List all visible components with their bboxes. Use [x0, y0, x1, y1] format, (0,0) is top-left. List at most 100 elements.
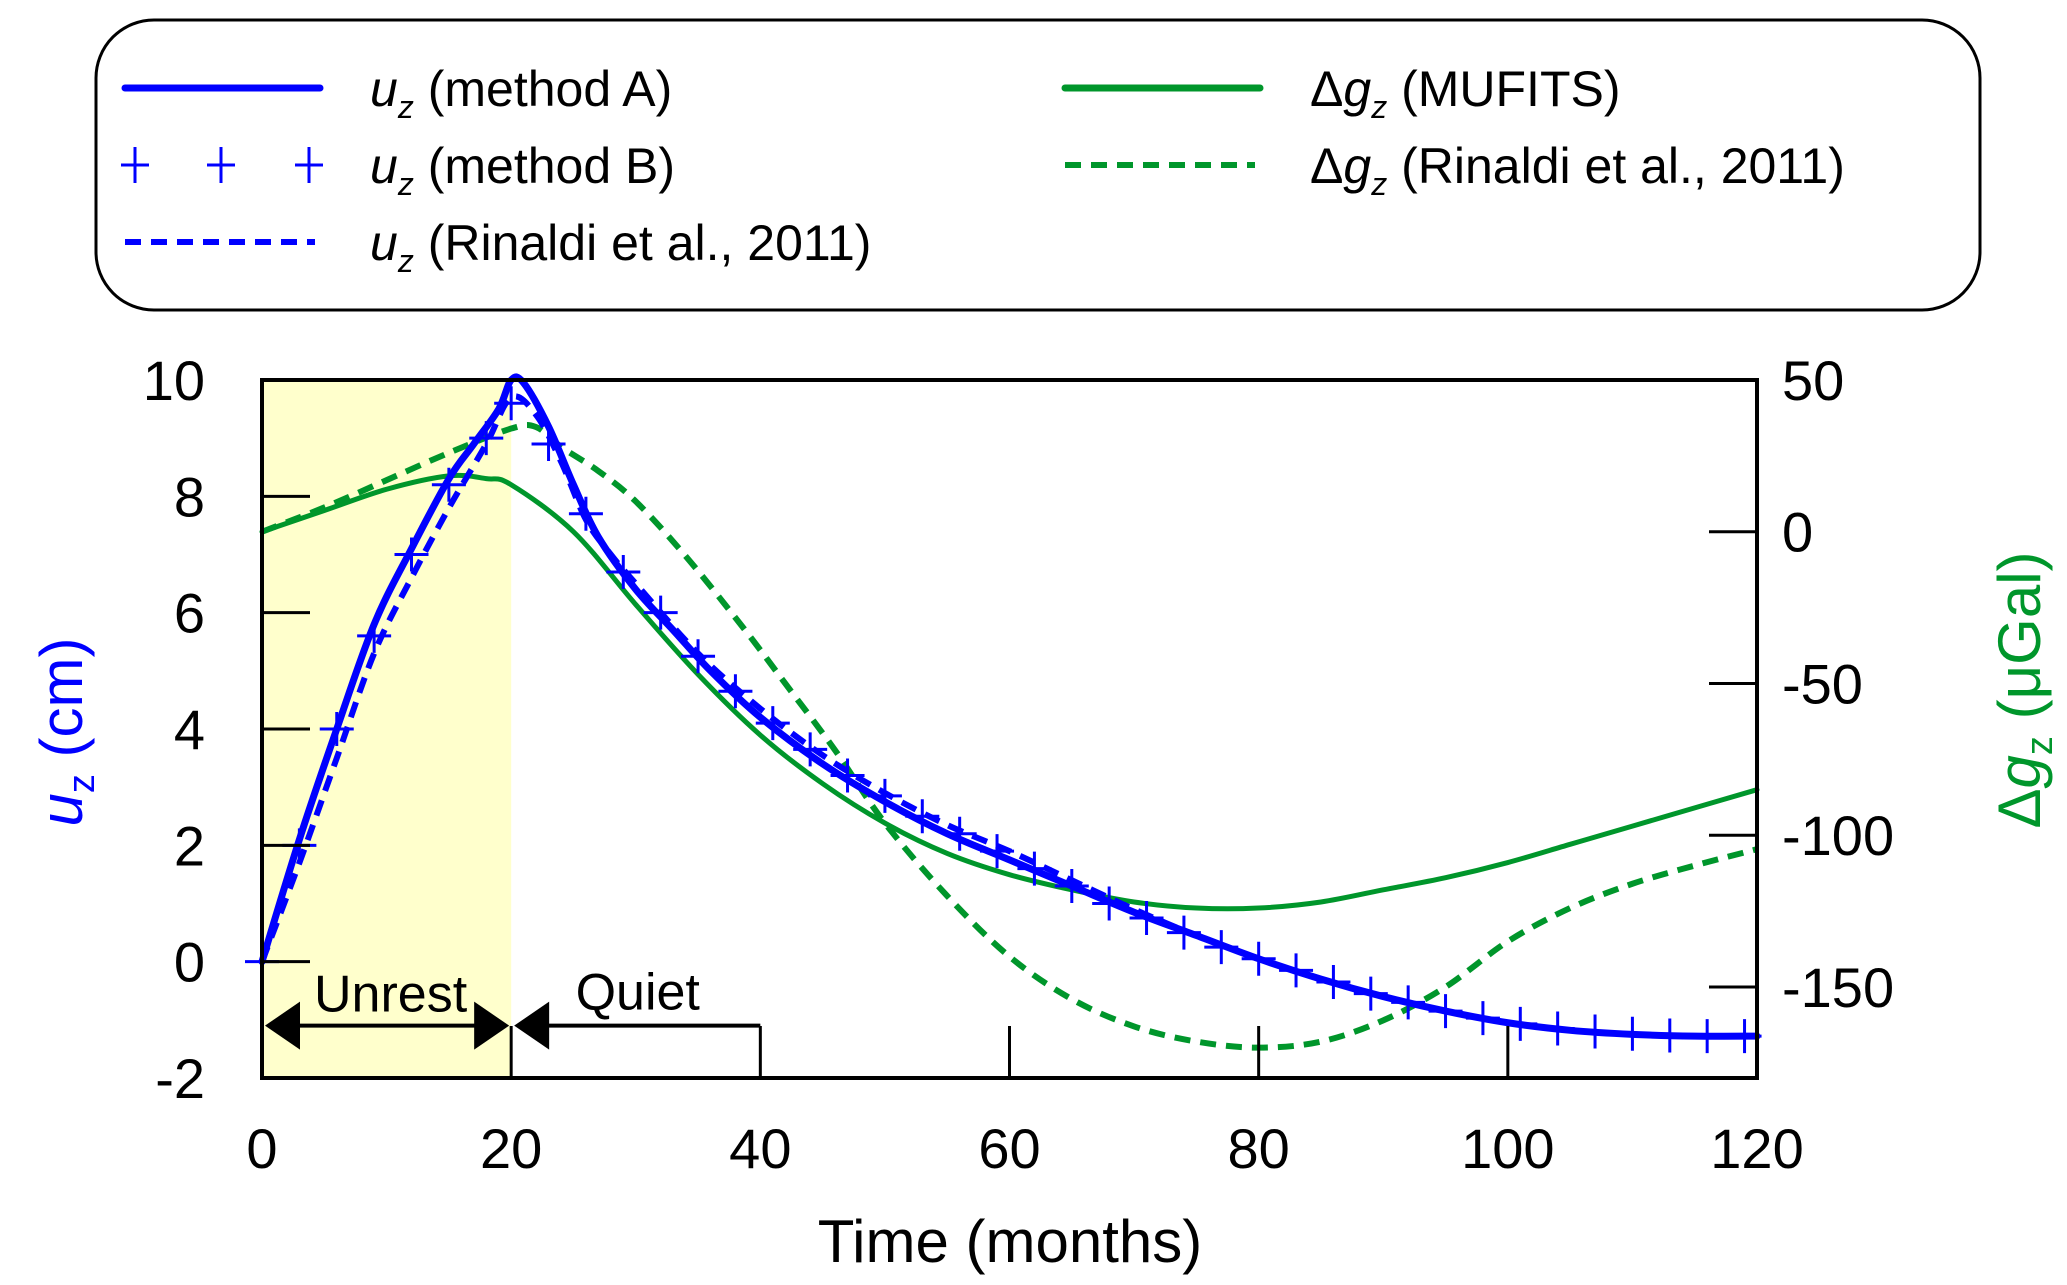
data-point-marker — [1615, 1016, 1650, 1051]
data-point-marker — [718, 674, 753, 709]
y-left-tick-label: 10 — [143, 349, 205, 412]
y-right-tick-label: -50 — [1782, 652, 1863, 715]
data-point-marker — [1353, 976, 1388, 1011]
y-left-sub: z — [61, 774, 103, 793]
data-point-marker — [606, 554, 641, 589]
legend-symbol: u — [370, 61, 398, 117]
data-point-marker — [1092, 886, 1127, 921]
series-line — [259, 472, 1760, 912]
data-point-marker — [1204, 930, 1239, 965]
data-point-marker — [469, 421, 504, 456]
legend-subscript: z — [1370, 89, 1387, 125]
legend-symbol: g — [1343, 61, 1371, 117]
data-point-marker — [1578, 1014, 1613, 1049]
legend-entry: uz (method B) — [121, 138, 675, 202]
legend-entry: Δgz (Rinaldi et al., 2011) — [1065, 138, 1845, 202]
x-tick-label: 100 — [1461, 1117, 1554, 1180]
y-left-tick-label: 2 — [174, 814, 205, 877]
data-point-marker — [1166, 915, 1201, 950]
data-point-marker — [1428, 994, 1463, 1029]
y-left-tick-label: -2 — [155, 1047, 205, 1110]
legend-label: uz (Rinaldi et al., 2011) — [370, 215, 871, 279]
data-point-marker — [568, 496, 603, 531]
legend-text-rest: (method A) — [414, 61, 672, 117]
x-tick-label: 40 — [729, 1117, 791, 1180]
series-line — [260, 422, 1758, 1051]
y-axis-title-right: Δgz (μGal) — [1986, 551, 2061, 828]
data-point-marker — [793, 732, 828, 767]
data-point-marker — [1241, 941, 1276, 976]
x-tick-label: 0 — [246, 1117, 277, 1180]
series-4 — [260, 422, 1758, 1051]
data-point-marker — [1652, 1018, 1687, 1053]
unrest-arrow-head-left — [265, 1001, 300, 1050]
legend-entry: uz (Rinaldi et al., 2011) — [125, 215, 871, 279]
data-point-marker — [431, 467, 466, 502]
legend-subscript: z — [397, 166, 414, 202]
y-left-symbol: u — [28, 793, 95, 826]
data-point-marker — [643, 595, 678, 630]
legend-marker-icon — [207, 147, 235, 183]
y-right-tick-label: -100 — [1782, 804, 1894, 867]
legend-symbol: u — [370, 215, 398, 271]
data-point-marker — [1391, 985, 1426, 1020]
x-tick-label: 80 — [1228, 1117, 1290, 1180]
data-point-marker — [1054, 869, 1089, 904]
ticks-layer: 0 20 40 60 80 100 120 -2 0 2 4 6 8 10 -150 -100 -50 0 50 — [143, 349, 1894, 1180]
y-left-tick-label: 0 — [174, 931, 205, 994]
legend-entry: Δgz (MUFITS) — [1061, 61, 1621, 125]
data-point-marker — [980, 834, 1015, 869]
series-layer — [245, 373, 1762, 1054]
legend-subscript: z — [397, 89, 414, 125]
legend-prefix: Δ — [1310, 61, 1343, 117]
legend-label: Δgz (MUFITS) — [1310, 61, 1621, 125]
legend-box — [94, 18, 1982, 312]
series-0 — [258, 373, 1761, 1040]
data-point-marker — [1690, 1019, 1725, 1054]
data-point-marker — [1503, 1006, 1538, 1041]
data-point-marker — [357, 618, 392, 653]
data-point-marker — [1316, 965, 1351, 1000]
data-point-marker — [755, 706, 790, 741]
legend-marker-icon — [121, 147, 149, 183]
annotation-layer: Unrest Quiet — [265, 964, 761, 1050]
data-point-marker — [394, 537, 429, 572]
data-point-marker — [1017, 851, 1052, 886]
y-right-symbol: g — [1986, 755, 2053, 788]
legend-prefix: Δ — [1310, 138, 1343, 194]
data-point-marker — [905, 799, 940, 834]
legend-text-rest: (method B) — [414, 138, 675, 194]
data-point-marker — [867, 778, 902, 813]
data-point-marker — [1540, 1011, 1575, 1046]
y-right-tick-label: -150 — [1782, 956, 1894, 1019]
y-right-tick-label: 50 — [1782, 349, 1844, 412]
legend-marker-icon — [295, 147, 323, 183]
data-point-marker — [319, 712, 354, 746]
unrest-label: Unrest — [314, 966, 468, 1024]
data-point-marker — [942, 816, 977, 851]
legend-symbol: g — [1343, 138, 1371, 194]
unrest-arrow-head-right — [474, 1001, 510, 1050]
data-point-marker — [494, 386, 529, 421]
data-point-marker — [531, 426, 566, 461]
legend-subscript: z — [397, 243, 414, 279]
y-axis-title-left: uz (cm) — [28, 638, 103, 827]
legend-label: Δgz (Rinaldi et al., 2011) — [1310, 138, 1845, 202]
legend-label: uz (method B) — [370, 138, 675, 202]
y-left-tick-label: 8 — [174, 465, 205, 528]
legend-label: uz (method A) — [370, 61, 672, 125]
quiet-label: Quiet — [576, 964, 701, 1022]
series-line — [258, 373, 1761, 1040]
data-point-marker — [830, 758, 865, 793]
y-left-tick-label: 4 — [174, 698, 205, 761]
x-axis-title: Time (months) — [818, 1208, 1203, 1275]
y-left-unit: (cm) — [28, 638, 95, 775]
y-right-prefix: Δ — [1986, 788, 2053, 828]
data-point-marker — [1279, 953, 1314, 988]
y-right-unit: (μGal) — [1986, 551, 2053, 736]
y-right-sub: z — [2019, 736, 2061, 755]
series-3 — [259, 472, 1760, 912]
x-tick-label: 60 — [978, 1117, 1040, 1180]
x-tick-label: 120 — [1710, 1117, 1803, 1180]
